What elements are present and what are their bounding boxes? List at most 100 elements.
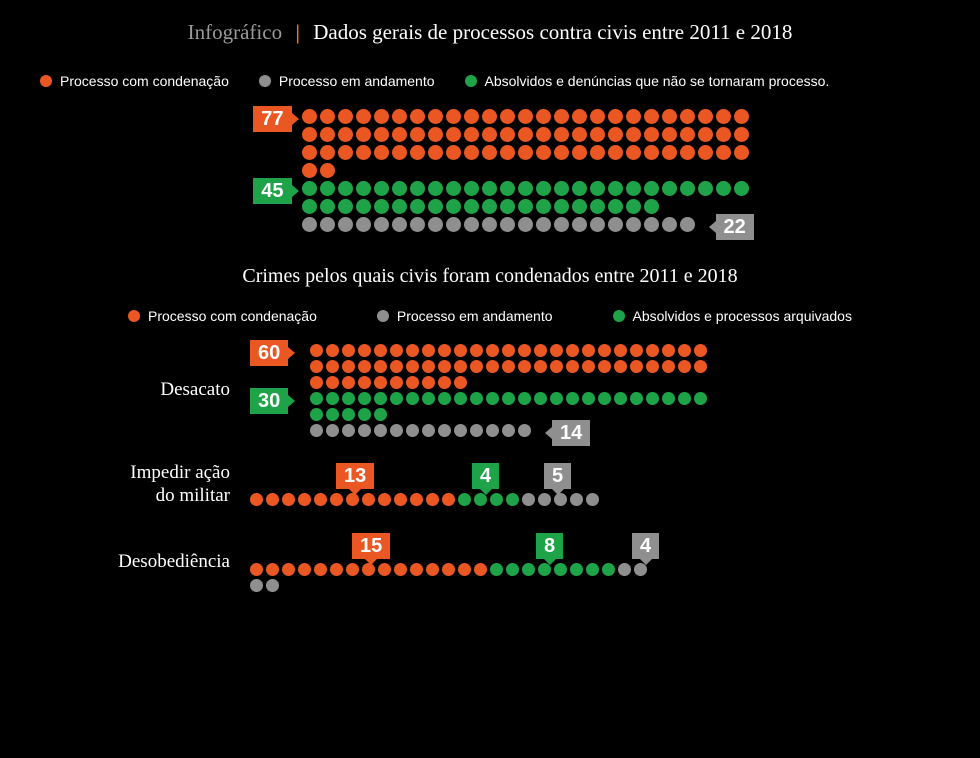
- data-dot: [320, 199, 335, 214]
- data-dot: [662, 145, 677, 160]
- data-dot: [358, 408, 371, 421]
- value-badge: 5: [544, 463, 571, 489]
- data-dot: [572, 145, 587, 160]
- data-dot: [446, 217, 461, 232]
- data-dot: [338, 181, 353, 196]
- legend-dot-icon: [613, 310, 625, 322]
- data-dot: [426, 563, 439, 576]
- data-dot: [392, 109, 407, 124]
- data-dot: [374, 376, 387, 389]
- data-dot: [266, 563, 279, 576]
- data-dot: [506, 493, 519, 506]
- data-dot: [356, 127, 371, 142]
- data-dot: [342, 376, 355, 389]
- data-dot: [554, 109, 569, 124]
- data-dot: [422, 392, 435, 405]
- data-dot: [572, 199, 587, 214]
- data-dot: [342, 408, 355, 421]
- data-dot: [446, 145, 461, 160]
- data-dot: [390, 392, 403, 405]
- data-dot: [374, 145, 389, 160]
- data-dot: [474, 563, 487, 576]
- data-dot: [374, 199, 389, 214]
- value-badge: 14: [552, 420, 590, 446]
- value-badge-text: 5: [552, 464, 563, 488]
- data-dot: [608, 145, 623, 160]
- data-dot: [598, 344, 611, 357]
- data-dot: [680, 217, 695, 232]
- data-dot: [302, 199, 317, 214]
- data-dot: [446, 181, 461, 196]
- data-dot: [482, 127, 497, 142]
- value-badge: 77: [253, 106, 291, 132]
- data-dot: [734, 145, 749, 160]
- data-dot: [320, 181, 335, 196]
- data-dot: [482, 199, 497, 214]
- data-dot: [356, 199, 371, 214]
- data-dot: [310, 424, 323, 437]
- data-dot: [518, 109, 533, 124]
- data-dot: [454, 376, 467, 389]
- data-dot: [536, 145, 551, 160]
- legend-dot-icon: [465, 75, 477, 87]
- data-dot: [446, 109, 461, 124]
- data-dot: [554, 199, 569, 214]
- data-dot: [694, 392, 707, 405]
- data-dot: [302, 145, 317, 160]
- data-dot: [410, 563, 423, 576]
- data-dot: [266, 579, 279, 592]
- data-dot: [470, 360, 483, 373]
- data-dot: [464, 145, 479, 160]
- data-dot: [614, 360, 627, 373]
- data-dot: [572, 217, 587, 232]
- data-dot: [502, 392, 515, 405]
- data-dot: [570, 493, 583, 506]
- crime-row: Impedir açãodo militar1345: [40, 462, 940, 508]
- data-dot: [626, 109, 641, 124]
- data-dot: [536, 199, 551, 214]
- data-dot: [550, 344, 563, 357]
- data-dot: [298, 493, 311, 506]
- overview-chart: 774522: [40, 109, 940, 235]
- data-dot: [250, 563, 263, 576]
- data-dot: [302, 127, 317, 142]
- data-dot: [680, 145, 695, 160]
- value-badge: 15: [352, 533, 390, 559]
- value-badge-text: 77: [261, 107, 283, 131]
- legend-label: Processo em andamento: [279, 73, 435, 89]
- data-dot: [410, 109, 425, 124]
- data-dot: [464, 217, 479, 232]
- data-dot: [534, 360, 547, 373]
- data-dot: [680, 127, 695, 142]
- data-dot: [464, 109, 479, 124]
- data-dot: [630, 392, 643, 405]
- crime-label: Impedir açãodo militar: [40, 462, 250, 508]
- data-dot: [608, 109, 623, 124]
- data-dot: [554, 563, 567, 576]
- data-dot: [442, 563, 455, 576]
- data-dot: [342, 360, 355, 373]
- data-dot: [716, 109, 731, 124]
- data-dot: [716, 127, 731, 142]
- data-dot: [680, 109, 695, 124]
- value-badge-text: 15: [360, 534, 382, 558]
- data-dot: [518, 127, 533, 142]
- value-badge: 4: [472, 463, 499, 489]
- data-dot: [590, 145, 605, 160]
- data-dot: [662, 127, 677, 142]
- data-dot: [572, 181, 587, 196]
- value-badge-text: 60: [258, 341, 280, 365]
- legend-item: Processo em andamento: [259, 73, 435, 89]
- data-dot: [518, 145, 533, 160]
- data-dot: [662, 392, 675, 405]
- legend-overview: Processo com condenaçãoProcesso em andam…: [40, 73, 940, 89]
- data-dot: [374, 360, 387, 373]
- legend-dot-icon: [377, 310, 389, 322]
- data-dot: [410, 217, 425, 232]
- data-dot: [458, 563, 471, 576]
- data-dot: [590, 127, 605, 142]
- value-badge: 8: [536, 533, 563, 559]
- value-badge: 30: [250, 388, 288, 414]
- data-dot: [362, 493, 375, 506]
- data-dot: [330, 493, 343, 506]
